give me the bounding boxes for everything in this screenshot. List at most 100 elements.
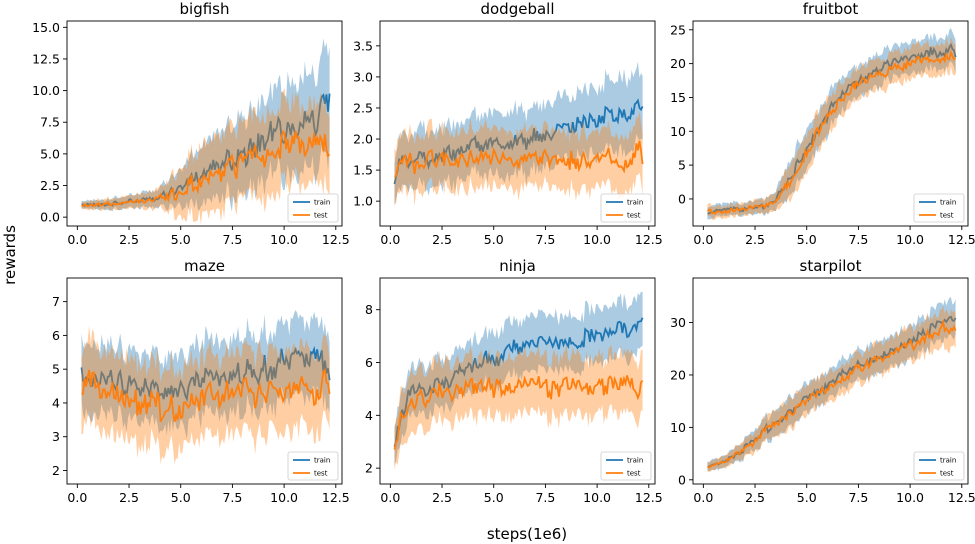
legend-label-test: test xyxy=(627,470,641,478)
legend-box xyxy=(287,451,339,481)
legend-label-test: test xyxy=(940,470,954,478)
axes-frame xyxy=(379,277,656,485)
x-tick-label: 12.5 xyxy=(635,232,663,247)
y-tick-label: 10.0 xyxy=(32,83,60,98)
x-tick-label: 2.5 xyxy=(119,232,139,247)
y-tick-label: 4 xyxy=(52,395,60,410)
line-train xyxy=(393,317,644,447)
y-tick-label: 0.0 xyxy=(40,210,60,225)
axes-frame xyxy=(692,277,969,485)
x-tick-label: 2.5 xyxy=(432,232,452,247)
y-tick-label: 1.5 xyxy=(353,163,373,178)
x-tick-label: 7.5 xyxy=(222,490,242,505)
x-tick-label: 2.5 xyxy=(119,490,139,505)
y-tick-label: 5 xyxy=(52,362,60,377)
x-tick-label: 0.0 xyxy=(380,232,400,247)
y-tick-label: 6 xyxy=(52,328,60,343)
panels: bigfish 0.0 2.5 5.0 7.5 10.0 12.5 0.0 2.5 5.0 7.5 1… xyxy=(32,0,975,505)
x-tick-label: 2.5 xyxy=(745,490,765,505)
chart-title: fruitbot xyxy=(803,0,859,18)
x-tick-label: 5.0 xyxy=(171,490,191,505)
band-train xyxy=(81,38,330,212)
axes-frame xyxy=(66,277,343,485)
axes-frame xyxy=(692,20,969,227)
line-test xyxy=(393,375,644,450)
y-tick-label: 7 xyxy=(52,294,60,309)
plot-area xyxy=(706,28,957,220)
y-tick-label: 20 xyxy=(670,56,686,71)
y-tick-label: 3.5 xyxy=(353,38,373,53)
x-tick-label: 0.0 xyxy=(67,232,87,247)
chart-title: bigfish xyxy=(180,0,230,18)
x-tick-label: 7.5 xyxy=(535,490,555,505)
y-axis-label: rewards xyxy=(1,225,19,285)
legend: train test xyxy=(287,193,339,223)
x-tick-label: 12.5 xyxy=(948,490,975,505)
panel-dodgeball: dodgeball 0.0 2.5 5.0 7.5 10.0 12.5 1.0 1.5 2.0 2.… xyxy=(353,0,663,247)
x-tick-label: 2.5 xyxy=(745,232,765,247)
x-tick-label: 12.5 xyxy=(322,232,350,247)
legend: train test xyxy=(287,451,339,481)
x-tick-label: 10.0 xyxy=(896,490,924,505)
x-tick-label: 5.0 xyxy=(484,232,504,247)
panel-starpilot: starpilot 0.0 2.5 5.0 7.5 10.0 12.5 0 10 20 30 trai… xyxy=(670,257,975,505)
plot-area xyxy=(80,310,331,465)
y-tick-label: 20 xyxy=(670,367,686,382)
x-tick-label: 7.5 xyxy=(222,232,242,247)
legend-label-train: train xyxy=(627,457,643,465)
y-tick-label: 2.5 xyxy=(353,100,373,115)
y-tick-label: 30 xyxy=(670,315,686,330)
y-tick-label: 25 xyxy=(670,22,686,37)
axes-frame xyxy=(379,20,656,227)
x-tick-label: 12.5 xyxy=(635,490,663,505)
x-tick-label: 2.5 xyxy=(432,490,452,505)
legend: train test xyxy=(600,193,652,223)
legend-label-train: train xyxy=(314,199,330,207)
y-tick-label: 3.0 xyxy=(353,69,373,84)
x-tick-label: 10.0 xyxy=(583,490,611,505)
x-tick-label: 10.0 xyxy=(270,490,298,505)
plot-area xyxy=(393,61,644,207)
line-test xyxy=(81,129,331,208)
x-tick-label: 0.0 xyxy=(693,490,713,505)
legend-label-train: train xyxy=(940,199,956,207)
legend: train test xyxy=(913,451,965,481)
band-test xyxy=(81,87,330,225)
line-test xyxy=(707,318,957,469)
band-test xyxy=(707,305,956,472)
band-train xyxy=(394,61,643,206)
legend: train test xyxy=(600,451,652,481)
y-tick-label: 5.0 xyxy=(40,146,60,161)
line-train xyxy=(80,345,331,403)
line-test xyxy=(706,49,957,215)
x-tick-label: 5.0 xyxy=(484,490,504,505)
panel-bigfish: bigfish 0.0 2.5 5.0 7.5 10.0 12.5 0.0 2.5 5.0 7.5 1… xyxy=(32,0,350,247)
legend-label-train: train xyxy=(627,199,643,207)
panel-maze: maze 0.0 2.5 5.0 7.5 10.0 12.5 2 3 4 5 6 7 train test xyxy=(52,257,350,505)
axes-frame xyxy=(66,20,343,227)
x-tick-label: 5.0 xyxy=(797,232,817,247)
y-tick-label: 8 xyxy=(365,302,373,317)
x-tick-label: 7.5 xyxy=(848,232,868,247)
x-tick-label: 10.0 xyxy=(896,232,924,247)
plot-area xyxy=(81,38,331,225)
band-test xyxy=(394,111,643,207)
chart-title: starpilot xyxy=(800,257,862,275)
y-tick-label: 7.5 xyxy=(40,115,60,130)
panel-ninja: ninja 0.0 2.5 5.0 7.5 10.0 12.5 2 4 6 8 train test xyxy=(365,257,663,505)
x-axis-label: steps(1e6) xyxy=(487,525,567,543)
legend-box xyxy=(287,193,339,223)
x-tick-label: 10.0 xyxy=(270,232,298,247)
y-tick-label: 1.0 xyxy=(353,194,373,209)
y-tick-label: 12.5 xyxy=(32,51,60,66)
line-train xyxy=(393,98,644,185)
x-tick-label: 0.0 xyxy=(693,232,713,247)
panel-fruitbot: fruitbot 0.0 2.5 5.0 7.5 10.0 12.5 0 5 10 15 20 25 tr… xyxy=(670,0,975,247)
y-tick-label: 6 xyxy=(365,355,373,370)
legend-box xyxy=(600,193,652,223)
x-tick-label: 12.5 xyxy=(948,232,975,247)
y-tick-label: 0 xyxy=(678,472,686,487)
chart-title: dodgeball xyxy=(480,0,554,18)
legend-label-train: train xyxy=(940,457,956,465)
chart-title: ninja xyxy=(499,257,536,275)
